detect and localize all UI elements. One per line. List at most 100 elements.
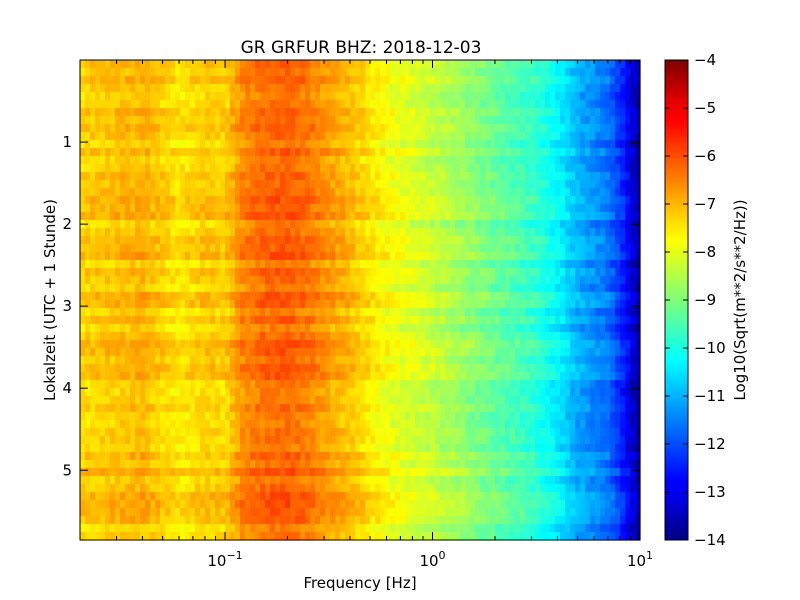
heatmap-cell: [310, 244, 316, 253]
heatmap-cell: [605, 84, 611, 93]
heatmap-cell: [430, 372, 436, 381]
heatmap-cell: [510, 148, 516, 157]
heatmap-cell: [560, 196, 566, 205]
heatmap-cell: [195, 84, 201, 93]
heatmap-cell: [500, 340, 506, 349]
heatmap-cell: [375, 252, 381, 261]
heatmap-cell: [385, 332, 391, 341]
heatmap-cell: [620, 340, 626, 349]
heatmap-cell: [245, 100, 251, 109]
heatmap-cell: [310, 260, 316, 269]
heatmap-cell: [580, 156, 586, 165]
heatmap-cell: [350, 356, 356, 365]
heatmap-cell: [230, 340, 236, 349]
heatmap-cell: [310, 252, 316, 261]
heatmap-cell: [555, 332, 561, 341]
heatmap-cell: [90, 204, 96, 213]
heatmap-cell: [255, 188, 261, 197]
heatmap-cell: [215, 404, 221, 413]
heatmap-cell: [105, 308, 111, 317]
heatmap-cell: [355, 308, 361, 317]
heatmap-cell: [420, 300, 426, 309]
heatmap-cell: [380, 332, 386, 341]
heatmap-cell: [365, 380, 371, 389]
heatmap-cell: [160, 124, 166, 133]
heatmap-cell: [225, 260, 231, 269]
heatmap-cell: [215, 100, 221, 109]
heatmap-cell: [510, 212, 516, 221]
heatmap-cell: [580, 84, 586, 93]
heatmap-cell: [625, 388, 631, 397]
heatmap-cell: [605, 364, 611, 373]
heatmap-cell: [170, 316, 176, 325]
heatmap-cell: [230, 388, 236, 397]
heatmap-cell: [240, 92, 246, 101]
heatmap-cell: [300, 284, 306, 293]
heatmap-cell: [425, 68, 431, 77]
heatmap-cell: [215, 68, 221, 77]
heatmap-cell: [490, 188, 496, 197]
heatmap-cell: [255, 164, 261, 173]
heatmap-cell: [410, 308, 416, 317]
heatmap-cell: [265, 236, 271, 245]
heatmap-cell: [165, 236, 171, 245]
heatmap-cell: [400, 348, 406, 357]
heatmap-cell: [85, 348, 91, 357]
heatmap-cell: [145, 68, 151, 77]
heatmap-cell: [505, 324, 511, 333]
heatmap-cell: [85, 276, 91, 285]
heatmap-cell: [125, 124, 131, 133]
heatmap-cell: [495, 260, 501, 269]
heatmap-cell: [245, 252, 251, 261]
heatmap-cell: [345, 316, 351, 325]
heatmap-cell: [490, 84, 496, 93]
heatmap-cell: [275, 268, 281, 277]
heatmap-cell: [300, 76, 306, 85]
heatmap-cell: [175, 180, 181, 189]
heatmap-cell: [530, 84, 536, 93]
heatmap-cell: [585, 220, 591, 229]
heatmap-cell: [375, 340, 381, 349]
heatmap-cell: [465, 84, 471, 93]
heatmap-cell: [320, 260, 326, 269]
heatmap-cell: [180, 396, 186, 405]
heatmap-cell: [605, 332, 611, 341]
heatmap-cell: [355, 116, 361, 125]
heatmap-cell: [280, 260, 286, 269]
heatmap-cell: [370, 300, 376, 309]
heatmap-cell: [465, 76, 471, 85]
heatmap-cell: [465, 364, 471, 373]
heatmap-cell: [495, 84, 501, 93]
heatmap-cell: [340, 356, 346, 365]
heatmap-cell: [450, 204, 456, 213]
heatmap-cell: [135, 124, 141, 133]
heatmap-cell: [540, 236, 546, 245]
heatmap-cell: [625, 204, 631, 213]
heatmap-cell: [210, 60, 216, 69]
heatmap-cell: [215, 340, 221, 349]
heatmap-cell: [445, 68, 451, 77]
heatmap-cell: [155, 308, 161, 317]
heatmap-cell: [550, 228, 556, 237]
heatmap-cell: [325, 172, 331, 181]
heatmap-cell: [390, 308, 396, 317]
heatmap-cell: [245, 140, 251, 149]
heatmap-cell: [285, 372, 291, 381]
heatmap-cell: [610, 164, 616, 173]
heatmap-cell: [570, 148, 576, 157]
heatmap-cell: [355, 108, 361, 117]
heatmap-cell: [475, 172, 481, 181]
heatmap-cell: [445, 156, 451, 165]
heatmap-cell: [115, 204, 121, 213]
heatmap-cell: [370, 116, 376, 125]
heatmap-cell: [290, 228, 296, 237]
heatmap-cell: [185, 348, 191, 357]
heatmap-cell: [305, 300, 311, 309]
heatmap-cell: [595, 132, 601, 141]
heatmap-cell: [625, 404, 631, 413]
heatmap-cell: [505, 364, 511, 373]
heatmap-cell: [575, 228, 581, 237]
heatmap-cell: [110, 164, 116, 173]
heatmap-cell: [485, 308, 491, 317]
heatmap-cell: [245, 172, 251, 181]
